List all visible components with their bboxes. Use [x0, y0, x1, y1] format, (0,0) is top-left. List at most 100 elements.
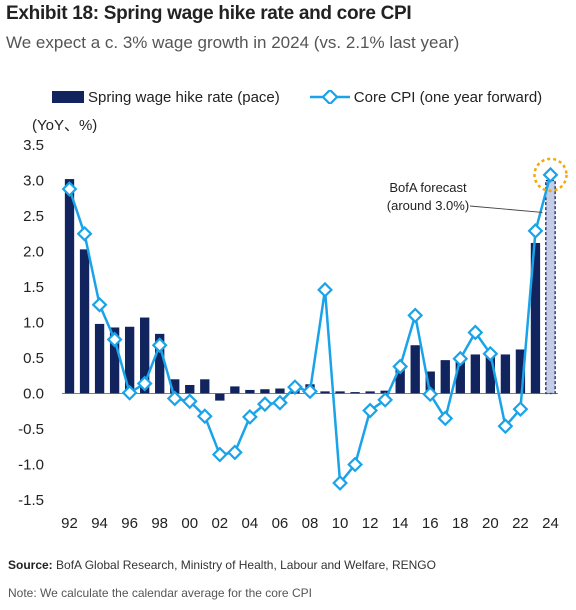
x-tick-label: 12 [362, 515, 379, 532]
calc-note: Note: We calculate the calendar average … [8, 586, 312, 600]
wage-bar [109, 327, 120, 394]
chart-plot: 3.5 3.0 2.5 2.0 1.5 1.0 0.5 0.0 -0.5 -1.0 -1.5 BofA… [18, 137, 568, 532]
y-tick-label: -1.5 [18, 492, 44, 509]
wage-bar [365, 391, 375, 394]
cpi-marker [226, 444, 243, 461]
cpi-marker [272, 394, 288, 411]
cpi-marker [497, 418, 514, 435]
cpi-marker [136, 375, 153, 392]
wage-bar [275, 388, 285, 394]
x-tick-label: 24 [542, 515, 559, 532]
x-tick-label: 16 [422, 515, 439, 532]
wage-bar [94, 323, 105, 394]
y-tick-label: 2.0 [23, 244, 44, 261]
wage-bar [425, 371, 435, 394]
cpi-marker [196, 408, 213, 425]
annotation-line1: BofA forecast [389, 180, 467, 195]
cpi-marker [256, 396, 273, 413]
cpi-marker [287, 379, 303, 396]
y-tick-label: 0.5 [23, 350, 44, 367]
legend-line-swatch [309, 90, 350, 104]
x-tick-label: 22 [512, 515, 529, 532]
wage-bar [185, 384, 195, 394]
source-note: Source: BofA Global Research, Ministry o… [8, 558, 436, 572]
wage-bar [320, 391, 330, 394]
wage-bar [485, 354, 496, 394]
legend-label-wage: Spring wage hike rate (pace) [88, 88, 280, 106]
wage-bar [79, 249, 90, 394]
wage-bar [410, 345, 420, 394]
cpi-marker [542, 166, 559, 183]
wage-bar [500, 354, 511, 394]
x-tick-label: 98 [151, 515, 168, 532]
x-tick-label: 94 [91, 515, 108, 532]
cpi-marker [181, 393, 198, 410]
annotation-line2: (around 3.0%) [387, 198, 469, 213]
cpi-marker [452, 350, 469, 367]
x-tick-label: 04 [242, 515, 259, 532]
wage-bar [230, 386, 240, 394]
legend-item-cpi: Core CPI (one year forward) [309, 88, 543, 106]
cpi-marker [241, 409, 258, 425]
y-tick-label: -0.5 [18, 421, 44, 438]
cpi-marker [527, 222, 544, 239]
y-tick-label: 1.0 [23, 315, 44, 332]
wage-bar [530, 242, 541, 394]
chart-subtitle: We expect a c. 3% wage growth in 2024 (v… [6, 33, 460, 52]
wage-bar [350, 392, 360, 394]
source-label: Source: [8, 558, 53, 572]
source-text: BofA Global Research, Ministry of Health… [52, 558, 436, 572]
wage-bar [335, 391, 345, 394]
wage-bar [170, 379, 180, 394]
wage-bar [200, 379, 210, 394]
cpi-marker [512, 401, 529, 418]
wage-bar [124, 326, 135, 394]
x-tick-label: 02 [211, 515, 228, 532]
cpi-marker [377, 391, 394, 408]
forecast-bar [545, 179, 556, 395]
wage-bar [515, 349, 526, 394]
forecast-highlight-ring [533, 157, 568, 193]
cpi-marker [347, 456, 364, 473]
wage-bar [245, 389, 255, 394]
wage-bar [260, 389, 270, 394]
cpi-marker [407, 307, 424, 324]
wage-bar [140, 317, 150, 394]
cpi-marker [106, 331, 123, 348]
chart-title: Exhibit 18: Spring wage hike rate and co… [6, 3, 412, 24]
legend-label-cpi: Core CPI (one year forward) [353, 88, 543, 106]
y-tick-label: 2.5 [23, 208, 44, 225]
legend-bar-swatch [52, 91, 84, 103]
y-axis-unit-label: (YoY、%) [32, 117, 98, 134]
x-tick-label: 92 [61, 515, 78, 532]
wage-bar [215, 393, 225, 401]
y-tick-label: 3.5 [23, 137, 44, 154]
cpi-marker [437, 410, 454, 427]
wage-bar [440, 360, 450, 394]
cpi-marker [121, 384, 138, 401]
cpi-marker [211, 446, 228, 463]
wage-bar [395, 365, 405, 394]
y-tick-label: -1.0 [18, 457, 44, 474]
wage-bar [155, 333, 165, 394]
wage-bar [455, 358, 465, 394]
x-tick-label: 14 [392, 515, 409, 532]
cpi-marker [302, 383, 318, 400]
cpi-marker [61, 181, 78, 197]
cpi-marker [482, 345, 499, 362]
cpi-marker [76, 225, 93, 242]
annotation-leader [469, 205, 543, 213]
wage-bar [64, 179, 75, 394]
x-tick-label: 10 [332, 515, 349, 532]
cpi-marker [91, 296, 108, 313]
cpi-marker [332, 475, 348, 491]
x-tick-label: 08 [302, 515, 319, 532]
x-tick-label: 18 [452, 515, 469, 532]
x-tick-label: 96 [121, 515, 138, 532]
cpi-marker [422, 386, 439, 403]
y-tick-label: 3.0 [23, 173, 44, 190]
x-tick-label: 06 [272, 515, 289, 532]
cpi-marker [362, 402, 379, 419]
y-tick-label: 1.5 [23, 279, 44, 296]
x-tick-label: 00 [181, 515, 198, 532]
